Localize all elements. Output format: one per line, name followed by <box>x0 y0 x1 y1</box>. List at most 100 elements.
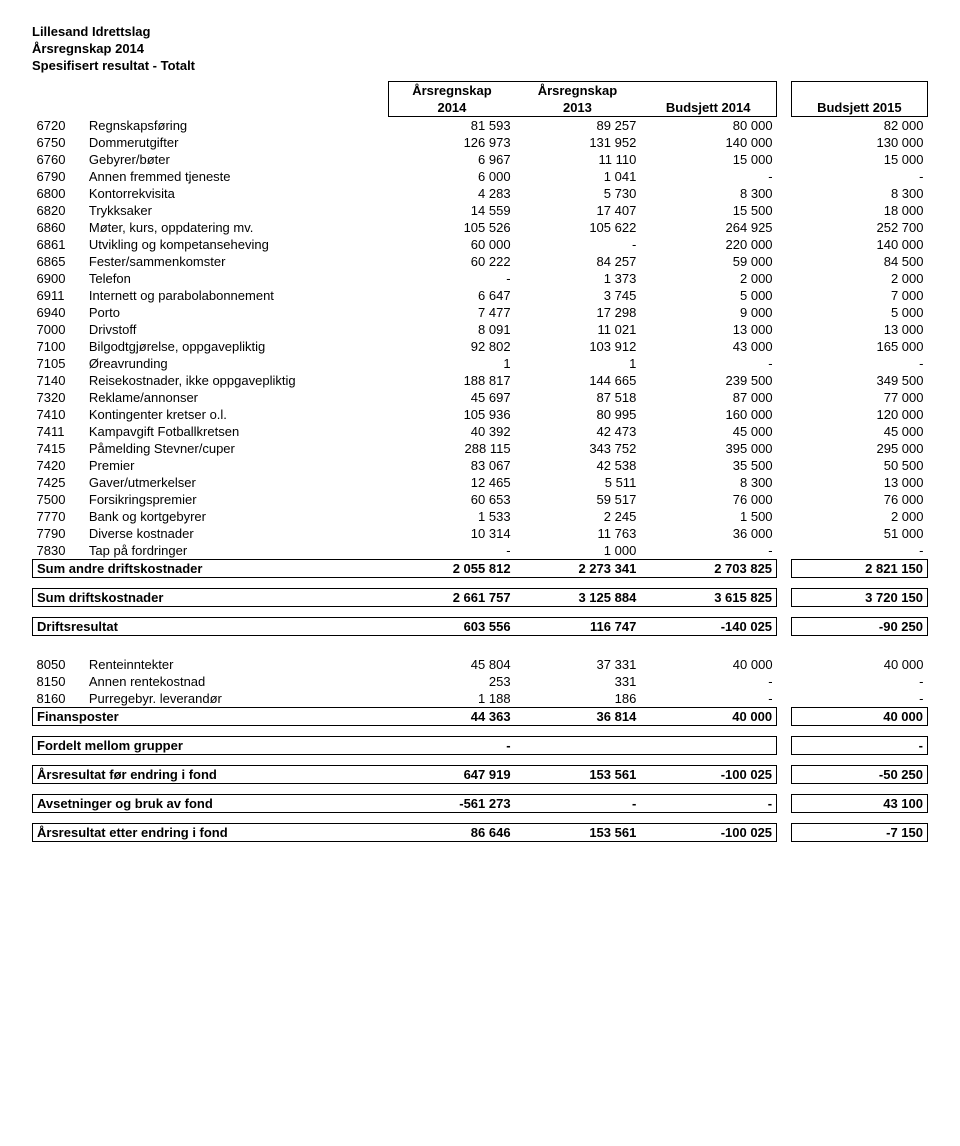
val-budget2014: 80 000 <box>640 116 776 134</box>
val-budget2015: 2 000 <box>791 508 927 525</box>
table-row: 7105Øreavrunding11-- <box>33 355 928 372</box>
account-code: 6760 <box>33 151 85 168</box>
account-code: 7000 <box>33 321 85 338</box>
colhead-c3: Budsjett 2014 <box>640 99 776 117</box>
aar-for-v2: -100 025 <box>640 765 776 783</box>
account-code: 6790 <box>33 168 85 185</box>
val-budget2015: 13 000 <box>791 321 927 338</box>
val-budget2014: 40 000 <box>640 656 776 673</box>
aar-etter-row: Årsresultat etter endring i fond 86 646 … <box>33 823 928 841</box>
account-desc: Fester/sammenkomster <box>85 253 389 270</box>
finansposter-v0: 44 363 <box>389 707 515 725</box>
val-budget2015: 295 000 <box>791 440 927 457</box>
val-budget2014: 59 000 <box>640 253 776 270</box>
finansposter-v3: 40 000 <box>791 707 927 725</box>
table-row: 6800Kontorrekvisita4 2835 7308 3008 300 <box>33 185 928 202</box>
val-budget2015: - <box>791 542 927 560</box>
val-budget2015: 120 000 <box>791 406 927 423</box>
account-code: 7410 <box>33 406 85 423</box>
account-desc: Øreavrunding <box>85 355 389 372</box>
table-row: 7790Diverse kostnader10 31411 76336 0005… <box>33 525 928 542</box>
val-2014: 288 115 <box>389 440 515 457</box>
table-row: 7425Gaver/utmerkelser12 4655 5118 30013 … <box>33 474 928 491</box>
account-desc: Regnskapsføring <box>85 116 389 134</box>
driftsresultat-v0: 603 556 <box>389 617 515 635</box>
finansposter-v2: 40 000 <box>640 707 776 725</box>
val-2014: 1 533 <box>389 508 515 525</box>
val-2013: 37 331 <box>515 656 641 673</box>
val-budget2014: - <box>640 542 776 560</box>
account-desc: Kontingenter kretser o.l. <box>85 406 389 423</box>
val-budget2015: 5 000 <box>791 304 927 321</box>
aar-for-v0: 647 919 <box>389 765 515 783</box>
driftsresultat-label: Driftsresultat <box>33 617 389 635</box>
table-row: 7770Bank og kortgebyrer1 5332 2451 5002 … <box>33 508 928 525</box>
val-budget2015: 51 000 <box>791 525 927 542</box>
account-code: 6750 <box>33 134 85 151</box>
account-desc: Utvikling og kompetanseheving <box>85 236 389 253</box>
account-desc: Premier <box>85 457 389 474</box>
account-code: 6820 <box>33 202 85 219</box>
val-budget2014: - <box>640 355 776 372</box>
val-budget2014: 43 000 <box>640 338 776 355</box>
account-desc: Reklame/annonser <box>85 389 389 406</box>
val-2013: 2 245 <box>515 508 641 525</box>
account-desc: Møter, kurs, oppdatering mv. <box>85 219 389 236</box>
table-row: 7100Bilgodtgjørelse, oppgavepliktig92 80… <box>33 338 928 355</box>
account-desc: Diverse kostnader <box>85 525 389 542</box>
account-desc: Bilgodtgjørelse, oppgavepliktig <box>85 338 389 355</box>
val-2014: 1 188 <box>389 690 515 708</box>
val-budget2015: 2 000 <box>791 270 927 287</box>
avsetninger-v3: 43 100 <box>791 794 927 812</box>
val-budget2015: 349 500 <box>791 372 927 389</box>
val-2014: - <box>389 542 515 560</box>
val-2014: 4 283 <box>389 185 515 202</box>
val-2013: 105 622 <box>515 219 641 236</box>
finansposter-label: Finansposter <box>33 707 389 725</box>
val-budget2015: 13 000 <box>791 474 927 491</box>
val-budget2015: 8 300 <box>791 185 927 202</box>
table-row: 6940Porto7 47717 2989 0005 000 <box>33 304 928 321</box>
val-2014: 6 647 <box>389 287 515 304</box>
sum-andre-row: Sum andre driftskostnader 2 055 812 2 27… <box>33 559 928 577</box>
val-2014: 105 936 <box>389 406 515 423</box>
account-desc: Kampavgift Fotballkretsen <box>85 423 389 440</box>
val-budget2014: 36 000 <box>640 525 776 542</box>
table-row: 8150Annen rentekostnad253331-- <box>33 673 928 690</box>
aar-etter-label: Årsresultat etter endring i fond <box>33 823 389 841</box>
account-desc: Reisekostnader, ikke oppgavepliktig <box>85 372 389 389</box>
account-code: 7500 <box>33 491 85 508</box>
colhead-c2: 2013 <box>515 99 641 117</box>
table-row: 6900Telefon-1 3732 0002 000 <box>33 270 928 287</box>
val-budget2014: 45 000 <box>640 423 776 440</box>
aar-for-v3: -50 250 <box>791 765 927 783</box>
val-budget2014: 1 500 <box>640 508 776 525</box>
val-budget2014: 220 000 <box>640 236 776 253</box>
table-row: 7410Kontingenter kretser o.l.105 93680 9… <box>33 406 928 423</box>
val-budget2015: 15 000 <box>791 151 927 168</box>
column-header-top: Årsregnskap Årsregnskap <box>33 81 928 99</box>
val-2014: 40 392 <box>389 423 515 440</box>
account-desc: Påmelding Stevner/cuper <box>85 440 389 457</box>
avsetninger-v2: - <box>640 794 776 812</box>
val-2014: 83 067 <box>389 457 515 474</box>
account-code: 6720 <box>33 116 85 134</box>
account-desc: Forsikringspremier <box>85 491 389 508</box>
fordelt-label: Fordelt mellom grupper <box>33 736 389 754</box>
account-code: 7830 <box>33 542 85 560</box>
fordelt-v3: - <box>791 736 927 754</box>
val-budget2014: 8 300 <box>640 474 776 491</box>
account-desc: Gaver/utmerkelser <box>85 474 389 491</box>
val-budget2015: - <box>791 673 927 690</box>
table-row: 8160Purregebyr. leverandør1 188186-- <box>33 690 928 708</box>
val-budget2015: 82 000 <box>791 116 927 134</box>
aar-etter-v3: -7 150 <box>791 823 927 841</box>
colhead-c1: 2014 <box>389 99 515 117</box>
account-code: 7320 <box>33 389 85 406</box>
aar-for-v1: 153 561 <box>515 765 641 783</box>
header-subtitle: Spesifisert resultat - Totalt <box>32 58 928 75</box>
aar-etter-v0: 86 646 <box>389 823 515 841</box>
val-budget2015: 165 000 <box>791 338 927 355</box>
account-code: 6900 <box>33 270 85 287</box>
account-code: 7770 <box>33 508 85 525</box>
